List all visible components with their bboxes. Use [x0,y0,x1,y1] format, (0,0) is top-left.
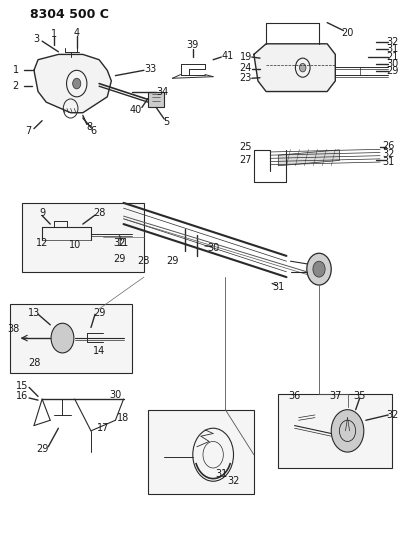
Text: 41: 41 [221,51,233,61]
Text: 24: 24 [239,63,251,72]
Text: 28: 28 [93,208,105,219]
Text: 17: 17 [97,423,109,433]
Circle shape [306,253,330,285]
Text: 30: 30 [385,59,398,69]
Text: 34: 34 [156,86,168,96]
Text: 5: 5 [163,117,169,127]
FancyBboxPatch shape [22,203,144,272]
Text: 3: 3 [33,34,39,44]
Text: 8: 8 [85,122,92,132]
Text: 31: 31 [385,44,398,54]
Text: 14: 14 [93,346,105,357]
Text: 10: 10 [68,240,81,251]
Polygon shape [278,150,339,166]
Text: 39: 39 [186,41,198,51]
Text: 32: 32 [113,238,126,248]
Polygon shape [34,54,111,113]
FancyBboxPatch shape [148,410,253,495]
FancyBboxPatch shape [9,304,131,373]
Text: 29: 29 [93,308,105,318]
Text: 16: 16 [16,391,28,401]
Text: 36: 36 [288,391,300,401]
Text: 32: 32 [385,37,398,47]
Text: 20: 20 [341,28,353,38]
Text: 1: 1 [13,66,19,75]
Text: 32: 32 [385,410,398,420]
Polygon shape [253,44,335,92]
Text: 12: 12 [36,238,48,248]
Text: 29: 29 [385,67,398,76]
Text: 40: 40 [129,105,142,115]
Text: 8304 500 C: 8304 500 C [30,8,108,21]
Text: 18: 18 [117,413,129,423]
FancyBboxPatch shape [278,394,391,468]
Text: 21: 21 [385,52,398,62]
Text: 25: 25 [239,142,252,152]
Circle shape [299,63,305,72]
Text: 31: 31 [272,281,284,292]
Text: 7: 7 [25,126,31,136]
Text: 29: 29 [166,256,178,266]
Text: 32: 32 [227,477,239,486]
Text: 30: 30 [207,243,219,253]
Text: 31: 31 [381,157,393,166]
Text: 1: 1 [51,29,57,39]
Circle shape [72,78,81,89]
Text: 9: 9 [39,208,45,219]
Polygon shape [148,92,164,108]
Text: 2: 2 [13,81,19,91]
Text: 33: 33 [144,64,156,74]
Circle shape [330,410,363,452]
Text: 28: 28 [28,358,40,368]
Circle shape [51,323,74,353]
Text: 26: 26 [381,141,393,151]
Text: 29: 29 [113,254,126,263]
Text: 4: 4 [74,28,80,38]
Text: 11: 11 [117,238,129,248]
Text: 30: 30 [109,390,121,400]
Text: 32: 32 [381,149,393,158]
Text: 29: 29 [36,445,48,455]
Text: 15: 15 [16,381,28,391]
Text: 6: 6 [90,126,96,136]
Text: 27: 27 [239,156,252,165]
Text: 31: 31 [215,470,227,479]
Text: 37: 37 [328,391,341,401]
Circle shape [312,261,324,277]
Text: 19: 19 [239,52,251,62]
Text: 35: 35 [353,391,365,401]
Text: 38: 38 [7,324,20,334]
Text: 28: 28 [137,256,150,266]
Text: 13: 13 [28,308,40,318]
Text: 23: 23 [239,73,251,83]
